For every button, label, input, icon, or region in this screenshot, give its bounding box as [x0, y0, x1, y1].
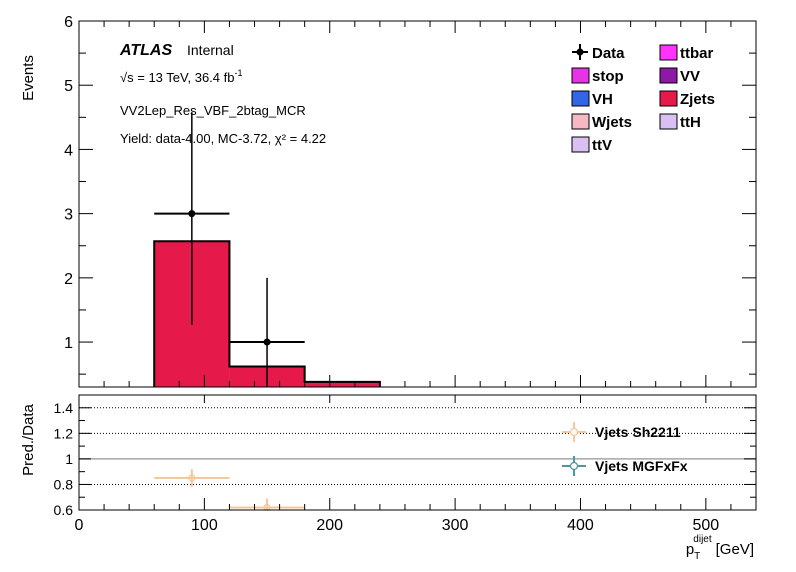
x-tick-label-3: 300 — [442, 517, 469, 534]
upper-y-tick-label-4: 5 — [64, 78, 73, 95]
upper-y-axis: 1 2 3 4 5 6 — [64, 14, 756, 375]
legend-item-6: Wjets — [571, 113, 632, 131]
legend-label-0: Data — [592, 45, 625, 62]
lower-y-axis-title: Pred./Data — [20, 403, 37, 475]
x-tick-label-5: 500 — [693, 517, 720, 534]
lower-y-tick-label-3: 1.2 — [54, 425, 74, 441]
lower-y-tick-label-0: 0.6 — [54, 502, 74, 518]
ratio-legend-label-0: Vjets Sh2211 — [595, 424, 681, 440]
x-tick-label-0: 0 — [75, 517, 84, 534]
legend-item-3: VV — [659, 67, 700, 85]
ratio-point-0-0 — [154, 469, 230, 487]
legend-item-7: ttH — [659, 113, 701, 131]
x-axis: 0 100 200 300 400 500 — [75, 21, 732, 534]
ratio-legend: Vjets Sh2211 Vjets MGFxFx — [562, 422, 688, 476]
data-points — [154, 112, 305, 387]
yield-label: Yield: data-4.00, MC-3.72, χ² = 4.22 — [120, 131, 326, 146]
lower-y-tick-label-2: 1 — [65, 451, 73, 467]
legend-label-4: VH — [592, 91, 613, 108]
upper-y-axis-title: Events — [20, 55, 37, 101]
legend-item-0: Data — [572, 44, 625, 62]
x-tick-label-2: 200 — [316, 517, 343, 534]
atlas-label: ATLAS — [119, 42, 172, 59]
x-axis-title: pTdijet [GeV] — [686, 534, 754, 562]
upper-y-tick-label-3: 4 — [64, 142, 73, 159]
legend-label-7: ttH — [680, 114, 701, 131]
lower-y-tick-label-1: 0.8 — [54, 476, 74, 492]
x-axis-title-main: p — [686, 541, 694, 558]
upper-pad: 1 2 3 4 5 6 Events ATLAS Internal √s = 13 TeV… — [20, 14, 757, 388]
energy-text: √s = 13 TeV, 36.4 fb — [120, 70, 234, 85]
ratio-points — [154, 469, 305, 512]
zjets-bar-2 — [304, 381, 380, 387]
lower-y-tick-label-4: 1.4 — [54, 400, 74, 416]
legend-label-5: Zjets — [680, 91, 715, 108]
lower-frame — [78, 394, 757, 511]
data-point-0 — [154, 112, 230, 325]
lower-y-axis: 0.6 0.8 1 1.2 1.4 — [54, 394, 756, 518]
upper-y-tick-label-5: 6 — [64, 14, 73, 31]
legend-item-5: Zjets — [659, 90, 715, 108]
ratio-legend-item-0: Vjets Sh2211 — [562, 422, 681, 442]
ratio-legend-label-1: Vjets MGFxFx — [595, 458, 688, 474]
legend-label-3: VV — [680, 68, 700, 85]
ratio-point-0-1 — [229, 498, 305, 512]
legend-label-6: Wjets — [592, 114, 632, 131]
energy-superscript: -1 — [234, 68, 242, 78]
legend-item-1: ttbar — [659, 44, 713, 62]
upper-y-tick-label-1: 2 — [64, 271, 73, 288]
legend-label-1: ttbar — [680, 45, 713, 62]
lower-pad: 0.6 0.8 1 1.2 1.4 0 100 200 300 400 500 Pred./Dat… — [20, 21, 757, 562]
x-tick-label-1: 100 — [191, 517, 218, 534]
upper-y-tick-label-0: 1 — [64, 335, 73, 352]
upper-y-tick-label-2: 3 — [64, 207, 73, 224]
ratio-reference-lines — [79, 407, 756, 485]
legend-label-2: stop — [592, 68, 624, 85]
legend-item-4: VH — [571, 90, 613, 108]
region-label: VV2Lep_Res_VBF_2btag_MCR — [120, 103, 306, 118]
energy-label: √s = 13 TeV, 36.4 fb-1 — [120, 68, 243, 85]
x-axis-title-unit: [GeV] — [716, 541, 754, 558]
upper-frame — [78, 20, 757, 388]
ratio-legend-item-1: Vjets MGFxFx — [562, 456, 688, 476]
x-tick-label-4: 400 — [567, 517, 594, 534]
legend: Data ttbar stop VV VH Zjets Wjets ttH ttV — [571, 44, 715, 154]
data-point-1 — [229, 277, 305, 387]
atlas-status: Internal — [187, 42, 234, 58]
legend-label-8: ttV — [592, 137, 612, 154]
legend-item-8: ttV — [571, 136, 612, 154]
x-axis-title-sub: T — [694, 551, 700, 562]
x-axis-title-sup: dijet — [693, 534, 712, 545]
legend-item-2: stop — [571, 67, 624, 85]
